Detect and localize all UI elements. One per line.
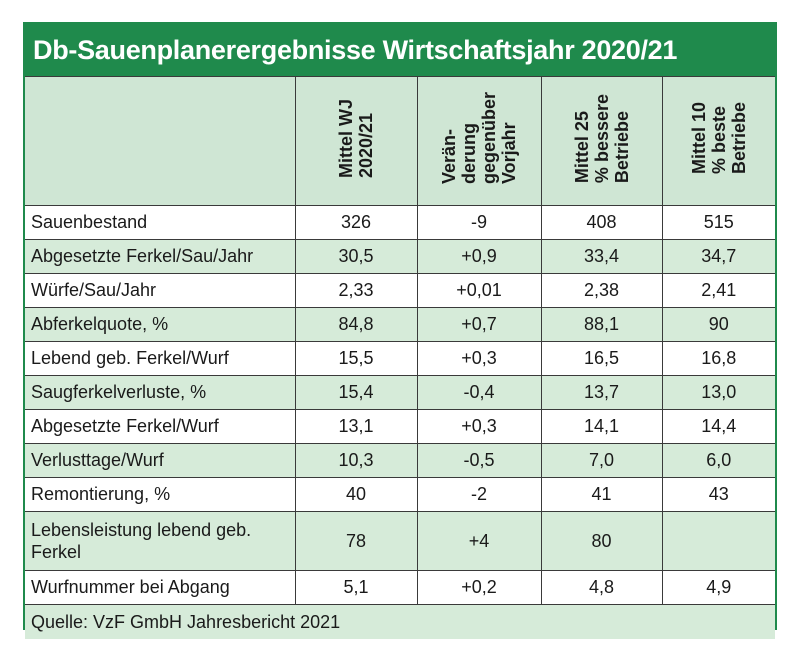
row-value: 41	[540, 477, 663, 512]
table-row: Verlusttage/Wurf 10,3 -0,5 7,0 6,0	[25, 443, 775, 478]
row-value: 33,4	[540, 239, 663, 274]
row-label: Verlusttage/Wurf	[25, 443, 296, 478]
header-text: Mittel WJ 2020/21	[336, 99, 376, 178]
table-row: Saugferkelverluste, % 15,4 -0,4 13,7 13,0	[25, 375, 775, 410]
row-value: 43	[661, 477, 775, 512]
row-value: 14,1	[540, 409, 663, 444]
row-value: 5,1	[294, 570, 418, 605]
row-value: +4	[416, 511, 542, 571]
table-row: Sauenbestand 326 -9 408 515	[25, 205, 775, 240]
row-value: +0,7	[416, 307, 542, 342]
row-label: Saugferkelverluste, %	[25, 375, 296, 410]
table-frame: Db-Sauenplanerergebnisse Wirtschaftsjahr…	[23, 22, 777, 639]
header-text: Mittel 25% bessere Betriebe	[571, 93, 632, 184]
row-value: 84,8	[294, 307, 418, 342]
row-value: 80	[540, 511, 663, 571]
row-label: Lebend geb. Ferkel/Wurf	[25, 341, 296, 376]
row-value: 2,33	[294, 273, 418, 308]
row-value: 2,38	[540, 273, 663, 308]
header-cell-mittel-wj: Mittel WJ 2020/21	[294, 76, 418, 206]
row-value: 16,5	[540, 341, 663, 376]
row-label: Remontierung, %	[25, 477, 296, 512]
row-label: Abgesetzte Ferkel/Sau/Jahr	[25, 239, 296, 274]
row-value: 4,9	[661, 570, 775, 605]
row-value: +0,9	[416, 239, 542, 274]
header-text: Verän-derung gegenüber Vorjahr	[439, 92, 519, 185]
row-value: 90	[661, 307, 775, 342]
row-value: 88,1	[540, 307, 663, 342]
row-value: +0,3	[416, 409, 542, 444]
row-value: -0,4	[416, 375, 542, 410]
row-value	[661, 511, 775, 571]
row-value: 40	[294, 477, 418, 512]
source-note: Quelle: VzF GmbH Jahresbericht 2021	[25, 604, 775, 639]
row-value: 6,0	[661, 443, 775, 478]
row-label: Würfe/Sau/Jahr	[25, 273, 296, 308]
row-value: 14,4	[661, 409, 775, 444]
table-row: Lebensleistung lebend geb. Ferkel 78 +4 80	[25, 511, 775, 571]
row-label: Wurfnummer bei Abgang	[25, 570, 296, 605]
row-value: 515	[661, 205, 775, 240]
table-row: Abgesetzte Ferkel/Sau/Jahr 30,5 +0,9 33,4 34…	[25, 239, 775, 274]
header-cell-veraenderung: Verän-derung gegenüber Vorjahr	[416, 76, 542, 206]
table-title: Db-Sauenplanerergebnisse Wirtschaftsjahr…	[25, 24, 775, 76]
row-value: 7,0	[540, 443, 663, 478]
row-label: Abgesetzte Ferkel/Wurf	[25, 409, 296, 444]
row-value: +0,3	[416, 341, 542, 376]
row-value: 15,4	[294, 375, 418, 410]
header-cell-mittel-10: Mittel 10% beste Betriebe	[661, 76, 775, 206]
row-value: 13,7	[540, 375, 663, 410]
table-row: Würfe/Sau/Jahr 2,33 +0,01 2,38 2,41	[25, 273, 775, 308]
header-cell-mittel-25: Mittel 25% bessere Betriebe	[540, 76, 663, 206]
row-label: Sauenbestand	[25, 205, 296, 240]
row-value: 13,1	[294, 409, 418, 444]
results-table: Mittel WJ 2020/21 Verän-derung gegenüber Vo…	[25, 76, 775, 639]
row-value: 408	[540, 205, 663, 240]
source-row: Quelle: VzF GmbH Jahresbericht 2021	[25, 604, 775, 639]
table-row: Lebend geb. Ferkel/Wurf 15,5 +0,3 16,5 16,8	[25, 341, 775, 376]
row-value: -9	[416, 205, 542, 240]
table-row: Wurfnummer bei Abgang 5,1 +0,2 4,8 4,9	[25, 570, 775, 605]
row-value: 4,8	[540, 570, 663, 605]
row-value: -2	[416, 477, 542, 512]
row-value: 16,8	[661, 341, 775, 376]
row-value: +0,2	[416, 570, 542, 605]
header-row: Mittel WJ 2020/21 Verän-derung gegenüber Vo…	[25, 76, 775, 206]
row-label: Lebensleistung lebend geb. Ferkel	[25, 511, 296, 571]
row-value: 13,0	[661, 375, 775, 410]
table-row: Abgesetzte Ferkel/Wurf 13,1 +0,3 14,1 14,4	[25, 409, 775, 444]
row-label: Abferkelquote, %	[25, 307, 296, 342]
row-value: +0,01	[416, 273, 542, 308]
row-value: 2,41	[661, 273, 775, 308]
table-row: Abferkelquote, % 84,8 +0,7 88,1 90	[25, 307, 775, 342]
header-cell-label	[25, 76, 296, 206]
table-row: Remontierung, % 40 -2 41 43	[25, 477, 775, 512]
row-value: 30,5	[294, 239, 418, 274]
row-value: 326	[294, 205, 418, 240]
row-value: 15,5	[294, 341, 418, 376]
row-value: 34,7	[661, 239, 775, 274]
row-value: 78	[294, 511, 418, 571]
row-value: -0,5	[416, 443, 542, 478]
header-text: Mittel 10% beste Betriebe	[688, 102, 749, 175]
row-value: 10,3	[294, 443, 418, 478]
